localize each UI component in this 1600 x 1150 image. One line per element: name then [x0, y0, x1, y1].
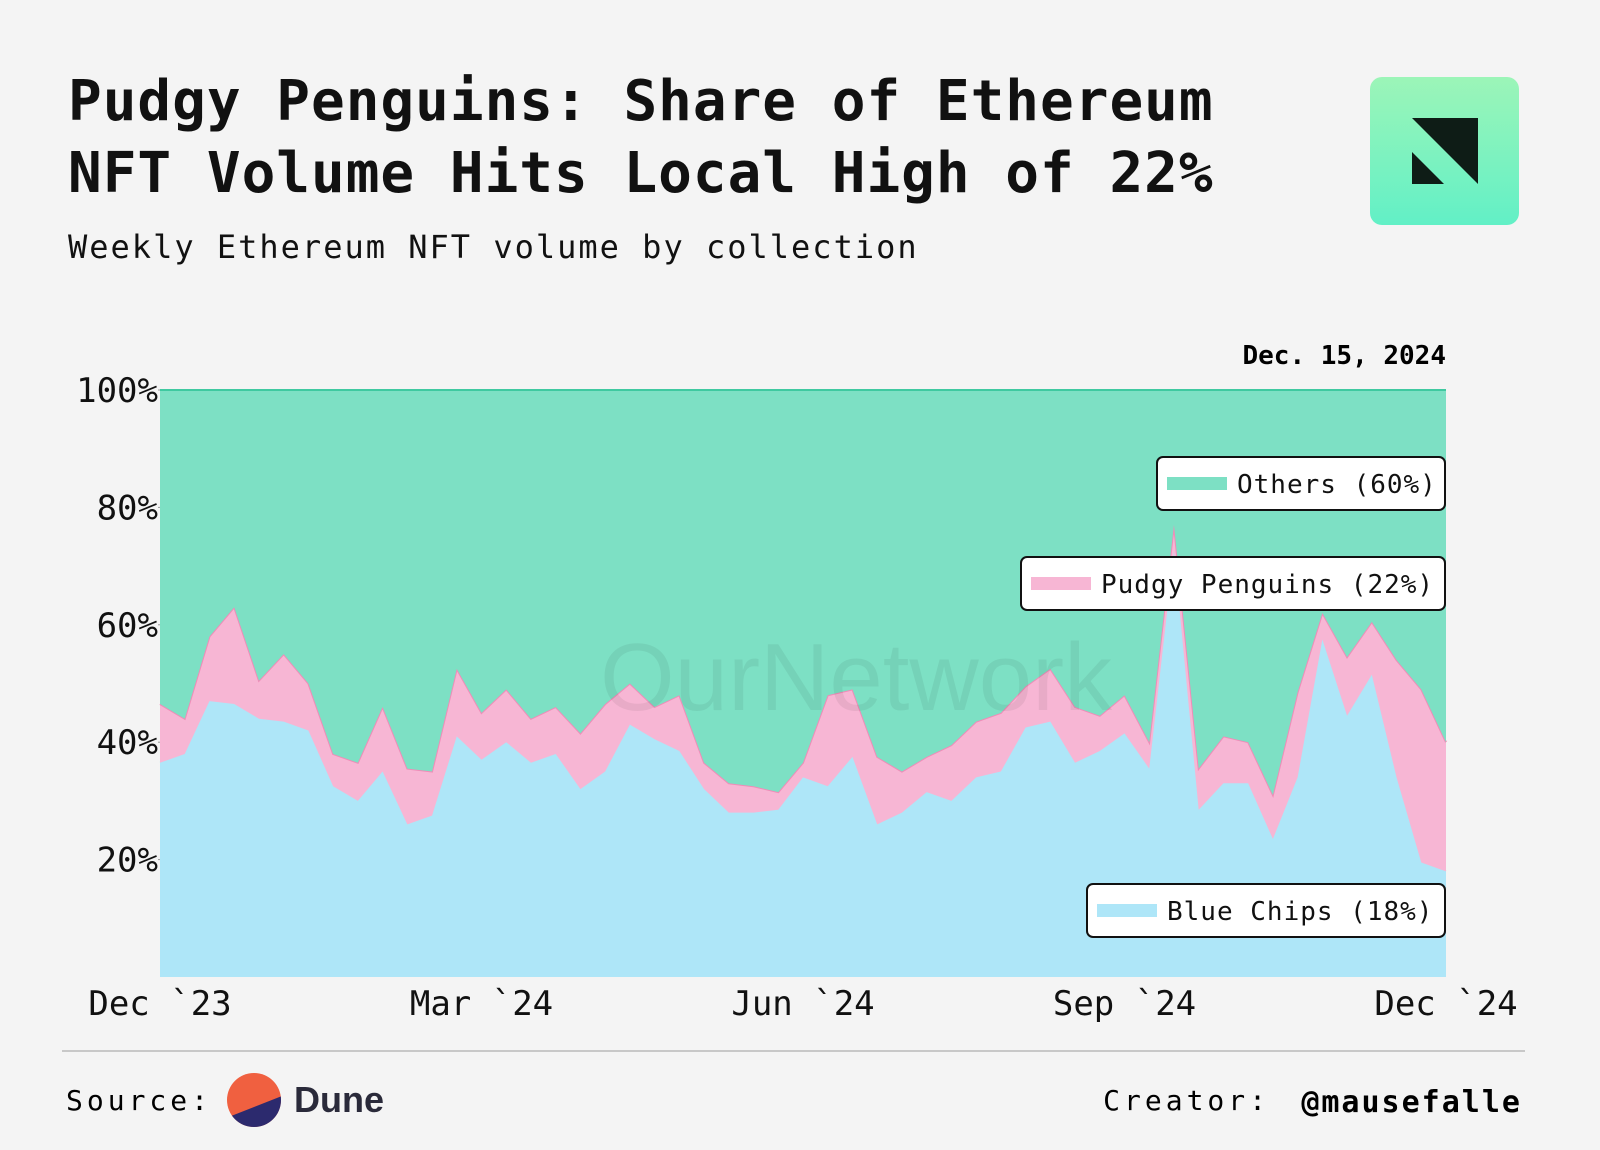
legend-label: Pudgy Penguins (22%) [1101, 570, 1434, 600]
legend-entry: Pudgy Penguins (22%) [1020, 556, 1446, 611]
x-tick-label: Dec `23 [88, 984, 231, 1024]
x-tick-label: Jun `24 [731, 984, 874, 1024]
legend-entry: Others (60%) [1156, 456, 1446, 511]
legend-box [1156, 456, 1446, 511]
logo [1370, 77, 1519, 225]
area [160, 551, 1446, 977]
y-tick-label: 100% [76, 371, 158, 411]
legend-swatch [1167, 477, 1227, 490]
y-tick-label: 20% [97, 841, 158, 881]
legend-label: Others (60%) [1237, 470, 1437, 500]
x-tick-label: Mar `24 [410, 984, 553, 1024]
area [160, 525, 1446, 872]
creator-label: Creator: [1103, 1084, 1270, 1117]
legend-box [1086, 883, 1446, 938]
legend-swatch [1097, 904, 1157, 917]
x-tick-label: Dec `24 [1374, 984, 1517, 1024]
title: Pudgy Penguins: Share of Ethereum NFT Vo… [68, 69, 1214, 206]
y-tick-label: 40% [97, 723, 158, 763]
subtitle: Weekly Ethereum NFT volume by collection [68, 228, 919, 266]
dune-logo [227, 1073, 281, 1127]
legend-box [1020, 556, 1446, 611]
legend-swatch [1031, 577, 1091, 590]
watermark: OurNetwork [600, 624, 1113, 731]
annotation: Dec. 15, 2024 [1243, 341, 1447, 371]
x-tick-label: Sep `24 [1053, 984, 1196, 1024]
creator: @mausefalle [1301, 1085, 1522, 1120]
legend-entry: Blue Chips (18%) [1086, 883, 1446, 938]
area [160, 390, 1446, 796]
y-tick-label: 60% [97, 606, 158, 646]
legend-label: Blue Chips (18%) [1167, 897, 1433, 927]
source-name: Dune [294, 1079, 384, 1120]
y-tick-label: 80% [97, 488, 158, 528]
source-label: Source: [66, 1084, 212, 1117]
